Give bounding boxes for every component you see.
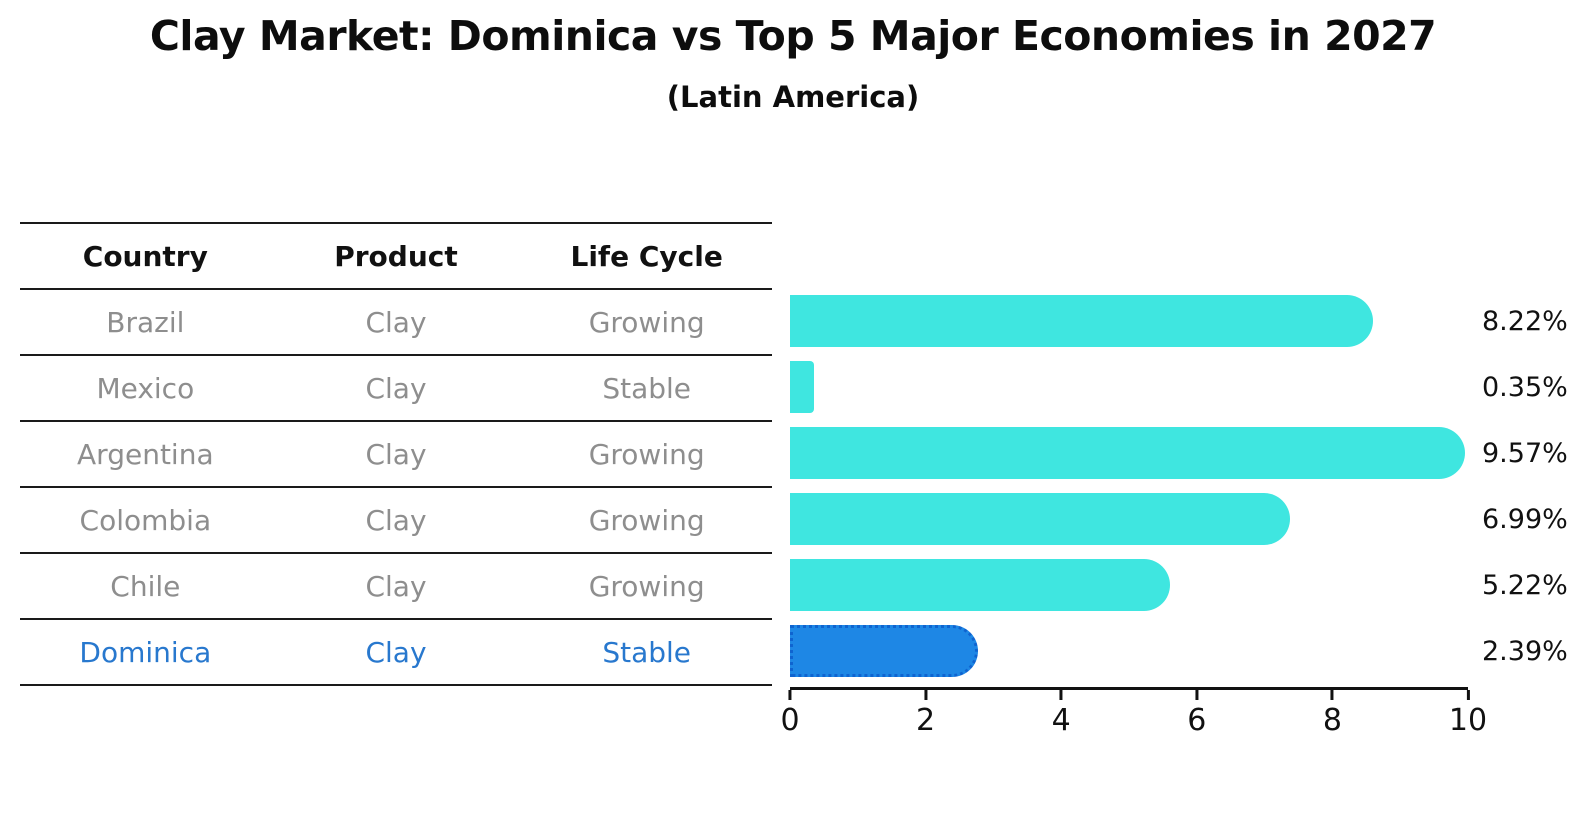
- bar-track: [790, 559, 1468, 611]
- cell-life-cycle: Stable: [602, 371, 692, 405]
- cell-country: Brazil: [106, 305, 185, 339]
- cell-country: Dominica: [79, 635, 212, 669]
- tick-label: 10: [1448, 703, 1488, 738]
- cell-life-cycle: Growing: [588, 305, 705, 339]
- bar-track: [790, 427, 1468, 479]
- column-header-product: Product: [334, 239, 458, 273]
- cell-life-cycle: Growing: [588, 569, 705, 603]
- chart-subtitle: (Latin America): [666, 80, 920, 114]
- cell-country: Colombia: [79, 503, 212, 537]
- tick-mark: [1195, 690, 1199, 700]
- tick-label: 2: [916, 703, 936, 738]
- x-axis-tick: 8: [1323, 690, 1342, 738]
- cell-product: Clay: [365, 437, 427, 471]
- table-row-mexico: Mexico Clay Stable: [20, 356, 772, 422]
- x-axis-tick: 0: [780, 690, 800, 738]
- column-header-country: Country: [82, 239, 208, 273]
- tick-mark: [1466, 690, 1470, 700]
- cell-country: Argentina: [77, 437, 214, 471]
- tick-label: 4: [1051, 703, 1071, 738]
- bar-mexico: [790, 361, 814, 413]
- tick-mark: [1059, 690, 1063, 700]
- bar-value-label: 9.57%: [1482, 437, 1568, 469]
- bar-row-dominica: 2.39%: [790, 618, 1586, 684]
- cell-country: Chile: [110, 569, 181, 603]
- cell-product: Clay: [365, 635, 427, 669]
- table-header-row: Country Product Life Cycle: [20, 224, 772, 290]
- bar-track: [790, 625, 1468, 677]
- bar-row-chile: 5.22%: [790, 552, 1586, 618]
- table-row-brazil: Brazil Clay Growing: [20, 290, 772, 356]
- cell-life-cycle: Stable: [602, 635, 692, 669]
- cell-product: Clay: [365, 371, 427, 405]
- x-axis: 0 2 4 6 8 10: [780, 687, 1487, 738]
- table-row-chile: Chile Clay Growing: [20, 554, 772, 620]
- x-axis-tick: 4: [1052, 690, 1071, 738]
- bar-value-label: 5.22%: [1482, 569, 1568, 601]
- bar-value-label: 2.39%: [1482, 635, 1568, 667]
- tick-label: 8: [1322, 703, 1342, 738]
- cell-life-cycle: Growing: [588, 503, 705, 537]
- bar-dominica-highlighted: [790, 625, 979, 677]
- bar-row-argentina: 9.57%: [790, 420, 1586, 486]
- table-row-argentina: Argentina Clay Growing: [20, 422, 772, 488]
- tick-mark: [788, 690, 792, 700]
- bar-colombia: [790, 493, 1290, 545]
- tick-mark: [1330, 690, 1334, 700]
- cell-product: Clay: [365, 503, 427, 537]
- bar-track: [790, 295, 1468, 347]
- cell-product: Clay: [365, 305, 427, 339]
- tick-mark: [924, 690, 928, 700]
- bar-row-colombia: 6.99%: [790, 486, 1586, 552]
- x-axis-tick: 2: [916, 690, 935, 738]
- table-row-colombia: Colombia Clay Growing: [20, 488, 772, 554]
- bar-brazil: [790, 295, 1374, 347]
- column-header-life-cycle: Life Cycle: [570, 239, 723, 273]
- cell-product: Clay: [365, 569, 427, 603]
- tick-label: 6: [1187, 703, 1207, 738]
- x-axis-tick: 10: [1449, 690, 1487, 738]
- bar-chile: [790, 559, 1170, 611]
- chart-title: Clay Market: Dominica vs Top 5 Major Eco…: [149, 12, 1437, 60]
- cell-country: Mexico: [96, 371, 195, 405]
- bar-value-label: 6.99%: [1482, 503, 1568, 535]
- bar-track: [790, 361, 1468, 413]
- bar-value-label: 8.22%: [1482, 305, 1568, 337]
- bar-chart: 8.22% 0.35% 9.57% 6.99% 5.22%: [790, 288, 1586, 684]
- table-row-dominica: Dominica Clay Stable: [20, 620, 772, 686]
- bar-track: [790, 493, 1468, 545]
- bar-row-mexico: 0.35%: [790, 354, 1586, 420]
- bar-row-brazil: 8.22%: [790, 288, 1586, 354]
- bar-argentina: [790, 427, 1465, 479]
- tick-label: 0: [780, 703, 800, 738]
- country-table: Country Product Life Cycle Brazil Clay G…: [20, 222, 772, 686]
- bar-value-label: 0.35%: [1482, 371, 1568, 403]
- x-axis-tick: 6: [1187, 690, 1206, 738]
- cell-life-cycle: Growing: [588, 437, 705, 471]
